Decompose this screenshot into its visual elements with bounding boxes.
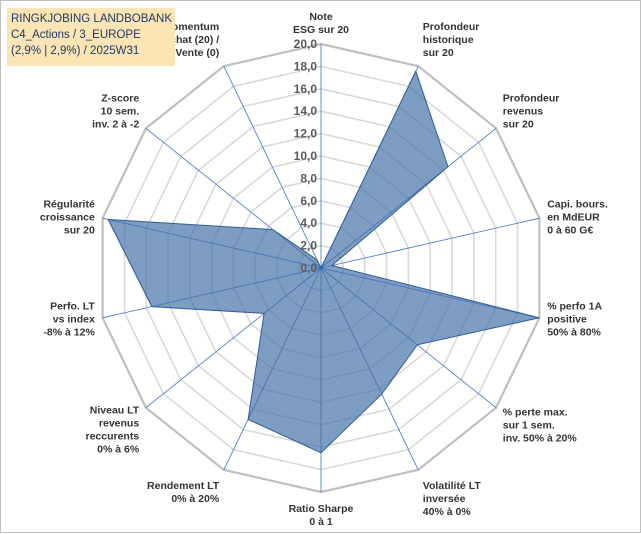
tick-label: 4,0: [300, 216, 317, 230]
axis-label: Profondeur historique sur 20: [423, 21, 480, 59]
axis-label-line: 0 à 60 G€: [547, 224, 593, 236]
axis-label-line: Perfo. LT: [50, 301, 95, 313]
axis-label: Perfo. LT vs index -8% à 12%: [43, 301, 95, 339]
axis-label: Capi. bours. en MdEUR 0 à 60 G€: [547, 198, 608, 236]
axis-label-line: revenus: [99, 418, 139, 430]
axis-label-line: Profondeur: [423, 21, 480, 33]
axis-label: Rendement LT 0% à 20%: [147, 480, 220, 505]
axis-label-line: reccurents: [85, 431, 139, 443]
axis-spoke: [223, 66, 322, 269]
tick-label: 12,0: [294, 127, 318, 141]
category-label: C4_Actions / 3_EUROPE: [11, 29, 141, 41]
axis-spoke: [320, 217, 540, 269]
data-area: [107, 69, 540, 454]
axis-label-line: vs index: [53, 314, 95, 326]
axis-label-line: Z-score: [101, 92, 139, 104]
axis-label-line: croissance: [40, 211, 95, 223]
axis-label: Régularité croissance sur 20: [40, 198, 95, 236]
axis-label-line: Capi. bours.: [547, 198, 608, 210]
axis-label-line: inv. 2 à -2: [92, 118, 139, 130]
axis-label-line: 0 à 1: [309, 516, 333, 528]
axis-label: Momentum Achat (20) / Vente (0): [163, 21, 220, 59]
axis-label-line: Momentum: [163, 21, 219, 33]
axis-label-line: positive: [547, 314, 587, 326]
axis-label-line: inv. 50% à 20%: [503, 433, 578, 445]
axis-label: Volatilité LT inversée 40% à 0%: [423, 480, 482, 518]
tick-label: 0,0: [300, 261, 317, 275]
axis-label-line: sur 20: [64, 224, 95, 236]
axis-label: Niveau LT revenus reccurents 0% à 6%: [85, 405, 139, 456]
axis-label-line: Rendement LT: [147, 480, 220, 492]
axis-label-line: Vente (0): [175, 47, 219, 59]
axis-label-line: 10 sem.: [101, 105, 140, 117]
tick-label: 20,0: [294, 37, 318, 51]
axis-label-line: historique: [423, 34, 474, 46]
period-label: (2,9% | 2,9%) / 2025W31: [11, 45, 140, 57]
axis-label-line: 40% à 0%: [423, 506, 472, 518]
axis-label-line: Achat (20) /: [163, 34, 220, 46]
axis-label-line: Note: [309, 11, 332, 23]
axis-label-line: -8% à 12%: [43, 327, 95, 339]
axis-label-line: Niveau LT: [90, 405, 140, 417]
axis-label: Profondeur revenus sur 20: [503, 92, 560, 130]
axis-label-line: sur 20: [503, 118, 534, 130]
tick-label: 14,0: [294, 104, 318, 118]
axis-label-line: Régularité: [43, 198, 95, 210]
axis-label-line: ESG sur 20: [293, 24, 349, 36]
axis-label: Ratio Sharpe 0 à 1: [289, 503, 354, 528]
axis-label: % perfo 1A positive 50% à 80%: [547, 301, 602, 339]
axis-label-line: 50% à 80%: [547, 327, 601, 339]
tick-label: 8,0: [300, 171, 317, 185]
axis-label-line: 0% à 20%: [171, 493, 220, 505]
axis-label-line: Ratio Sharpe: [289, 503, 354, 515]
axis-label: Note ESG sur 20: [293, 11, 349, 36]
tick-label: 2,0: [300, 239, 317, 253]
axis-label-line: Profondeur: [503, 92, 560, 104]
tick-label: 18,0: [294, 59, 318, 73]
axis-label-line: inversée: [423, 493, 466, 505]
axis-label-line: Volatilité LT: [423, 480, 482, 492]
axis-label-line: revenus: [503, 105, 543, 117]
axis-label-line: sur 1 sem.: [503, 420, 555, 432]
axis-label-line: % perte max.: [503, 407, 568, 419]
tick-label: 6,0: [300, 194, 317, 208]
axis-label-line: 0% à 6%: [97, 444, 140, 456]
axis-label-line: % perfo 1A: [547, 301, 602, 313]
axis-label: % perte max. sur 1 sem. inv. 50% à 20%: [503, 407, 578, 445]
tick-label: 16,0: [294, 82, 318, 96]
info-box: RINGKJOBING LANDBOBANK C4_Actions / 3_EU…: [7, 8, 175, 66]
axis-label: Z-score 10 sem. inv. 2 à -2: [92, 92, 139, 130]
bank-name: RINGKJOBING LANDBOBANK: [11, 13, 173, 25]
axis-label-line: en MdEUR: [547, 211, 600, 223]
axis-label-line: sur 20: [423, 47, 454, 59]
tick-label: 10,0: [294, 149, 318, 163]
